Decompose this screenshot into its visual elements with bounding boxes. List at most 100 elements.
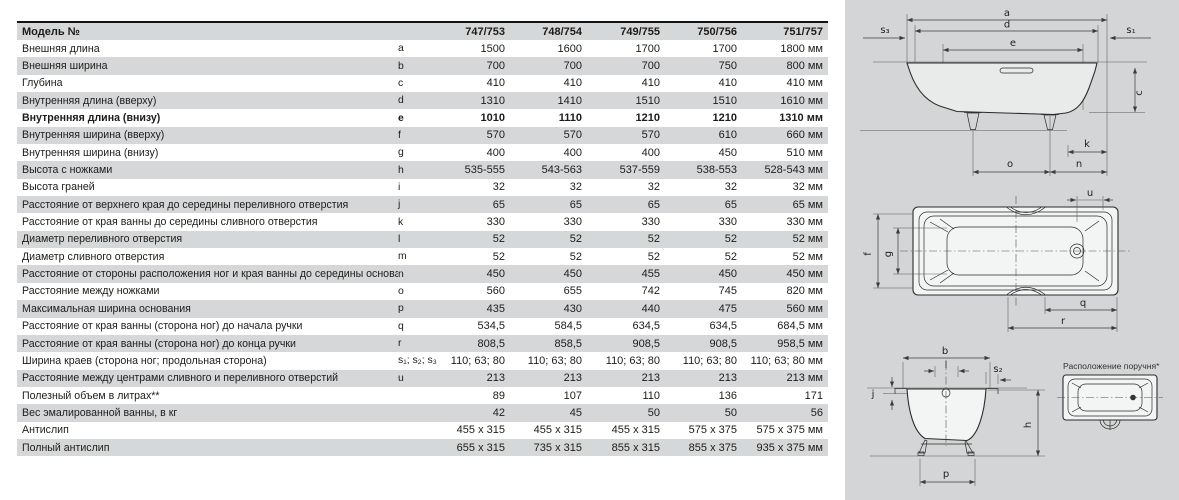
row-letter: g xyxy=(398,147,404,159)
row-value: 745 xyxy=(718,285,737,298)
row-value: 455 xyxy=(641,268,660,281)
row-label: Внутренняя ширина (внизу) xyxy=(22,146,159,159)
row-value: 50 xyxy=(647,406,660,419)
row-value: 908,5 xyxy=(709,337,737,350)
row-value: 808,5 xyxy=(477,337,505,350)
column-header: 751/757 xyxy=(783,25,823,38)
row-value: 908,5 xyxy=(632,337,660,350)
row-letter: q xyxy=(398,320,404,332)
row-value: 52 xyxy=(724,250,737,263)
row-letter: n xyxy=(398,268,404,280)
row-value: 820 мм xyxy=(786,285,823,298)
row-value: 136 xyxy=(718,389,737,402)
row-value: 455 x 315 xyxy=(456,424,505,437)
row-value: 440 xyxy=(641,302,660,315)
dim-label-p: p xyxy=(943,469,949,480)
row-value: 655 x 315 xyxy=(456,441,505,454)
row-value: 634,5 xyxy=(709,320,737,333)
row-value: 1210 xyxy=(712,112,737,125)
row-label: Полезный объем в литрах** xyxy=(22,389,160,402)
row-value: 1600 xyxy=(557,42,582,55)
row-value: 1510 xyxy=(635,94,660,107)
column-header: 748/754 xyxy=(542,25,582,38)
row-value: 410 xyxy=(718,77,737,90)
row-value: 855 x 315 xyxy=(611,441,660,454)
row-value: 535-555 xyxy=(464,164,505,177)
table-row: Глубина c 410 410 410 410 410 мм xyxy=(17,74,828,93)
dim-label-c: c xyxy=(1134,90,1145,96)
row-value: 110; 63; 80 xyxy=(605,354,660,367)
row-letter: s₁; s₂; s₃ xyxy=(398,355,437,367)
row-value: 42 xyxy=(492,406,505,419)
row-value: 410 xyxy=(563,77,582,90)
row-value: 110; 63; 80 мм xyxy=(750,354,823,367)
dim-label-o: o xyxy=(1007,159,1013,170)
row-value: 855 x 375 xyxy=(688,441,737,454)
row-value: 1310 xyxy=(480,94,505,107)
table-row: Расстояние между ножками o 560 655 742 745 820… xyxy=(17,282,828,301)
table-row: Расстояние от верхнего края до середины … xyxy=(17,196,828,214)
table-row: Расстояние от края ванны (сторона ног) д… xyxy=(17,334,828,353)
row-value: 430 xyxy=(563,302,582,315)
row-letter: l xyxy=(398,233,401,245)
row-label: Вес эмалированной ванны, в кг xyxy=(22,406,178,419)
dim-label-s1: s₁ xyxy=(1126,25,1135,36)
row-label: Антислип xyxy=(22,424,69,437)
row-value: 110; 63; 80 xyxy=(450,354,505,367)
dim-label-s2: s₂ xyxy=(993,364,1002,375)
row-value: 1800 мм xyxy=(780,42,823,55)
row-value: 1700 xyxy=(712,42,737,55)
row-value: 213 xyxy=(718,372,737,385)
row-value: 800 мм xyxy=(786,60,823,73)
table-row: Внутренняя длина (вверху) d 1310 1410 1510 15… xyxy=(17,92,828,110)
row-value: 700 xyxy=(563,60,582,73)
table-row: Диаметр переливного отверстия l 52 52 52 52 52… xyxy=(17,230,828,249)
table-row: Внешняя длина a 1500 1600 1700 1700 1800 мм xyxy=(17,40,828,58)
row-value: 455 x 315 xyxy=(533,424,582,437)
row-value: 400 xyxy=(486,146,505,159)
row-letter: d xyxy=(398,95,404,107)
row-value: 171 xyxy=(804,389,823,402)
model-header-label: Модель № xyxy=(22,25,80,38)
table-row: Внутренняя ширина (вверху) f 570 570 570 610 6… xyxy=(17,126,828,145)
row-value: 450 xyxy=(718,268,737,281)
table-row: Полный антислип 655 x 315 735 x 315 855 x 3… xyxy=(17,438,828,457)
row-value: 52 xyxy=(492,233,505,246)
row-value: 560 мм xyxy=(786,302,823,315)
row-value: 50 xyxy=(724,406,737,419)
row-value: 410 мм xyxy=(786,77,823,90)
row-value: 528-543 мм xyxy=(764,164,823,177)
table-row: Антислип 455 x 315 455 x 315 455 x 315 575 x… xyxy=(17,421,828,439)
row-value: 52 xyxy=(569,250,582,263)
row-label: Расстояние от стороны расположения ног и… xyxy=(22,268,398,281)
table-row: Расстояние от стороны расположения ног и… xyxy=(17,265,828,283)
row-value: 660 мм xyxy=(786,129,823,142)
dim-label-j: j xyxy=(871,389,875,400)
row-label: Внешняя ширина xyxy=(22,60,108,73)
dim-label-h: h xyxy=(1023,422,1034,428)
table-row: Внешняя ширина b 700 700 700 750 800 мм xyxy=(17,57,828,75)
row-value: 330 xyxy=(563,216,582,229)
row-value: 584,5 xyxy=(554,320,582,333)
table-row: Высота с ножками h 535-555 543-563 537-559 53… xyxy=(17,161,828,179)
row-value: 450 xyxy=(718,146,737,159)
row-value: 32 мм xyxy=(792,181,823,194)
row-value: 1010 xyxy=(480,112,505,125)
dim-label-b: b xyxy=(942,346,948,357)
row-value: 700 xyxy=(486,60,505,73)
dim-label-e: e xyxy=(1010,38,1016,49)
row-letter: h xyxy=(398,164,404,176)
row-value: 65 xyxy=(647,198,660,211)
table-row: Расстояние между центрами сливного и пер… xyxy=(17,369,828,387)
column-header: 749/755 xyxy=(620,25,660,38)
row-value: 330 xyxy=(718,216,737,229)
table-row: Ширина краев (сторона ног; продольная ст… xyxy=(17,352,828,370)
row-label: Внутренняя длина (вверху) xyxy=(22,94,157,107)
row-value: 65 xyxy=(569,198,582,211)
row-value: 455 x 315 xyxy=(611,424,660,437)
row-value: 560 xyxy=(486,285,505,298)
row-value: 32 xyxy=(647,181,660,194)
row-value: 32 xyxy=(569,181,582,194)
